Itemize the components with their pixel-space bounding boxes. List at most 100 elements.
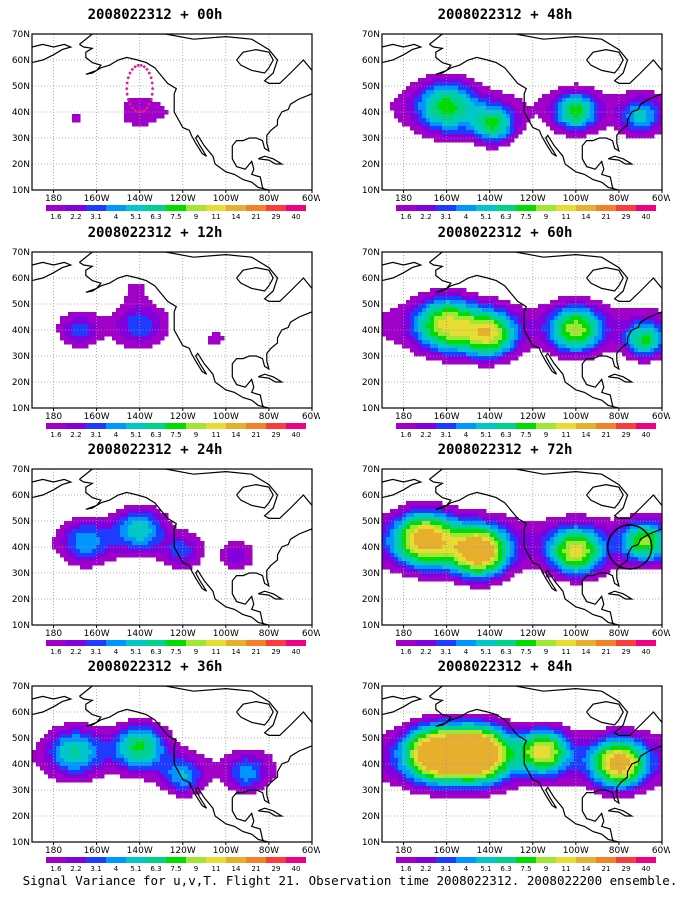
colorbar-swatch	[166, 640, 186, 646]
lat-tick-label: 50N	[362, 734, 380, 744]
panel-title: 2008022312 + 12h	[87, 225, 223, 241]
map-panel-72h: 2008022312 + 72h 180 160W 140W 120W 100W 80W 60…	[350, 441, 670, 656]
coastlines	[32, 34, 312, 190]
lat-tick-label: 30N	[12, 569, 30, 579]
lon-tick-label: 180	[45, 629, 62, 639]
lon-tick-label: 140W	[477, 412, 503, 422]
colorbar-swatch	[66, 205, 86, 211]
colorbar: 1.6 2.2 3.1 4 5.1 6.3 7.5 9 11 14 21 29 40	[396, 857, 656, 871]
lat-tick-label: 10N	[12, 621, 30, 631]
colorbar-swatch	[126, 857, 146, 863]
colorbar-label: 11	[562, 648, 571, 654]
coastlines	[382, 469, 662, 625]
colorbar-label: 2.2	[70, 431, 81, 437]
lon-tick-label: 120W	[170, 846, 196, 856]
colorbar-label: 40	[642, 213, 651, 219]
colorbar-swatch	[616, 640, 636, 646]
colorbar-label: 6.3	[500, 431, 511, 437]
lat-tick-label: 20N	[12, 812, 30, 822]
colorbar-swatch	[496, 205, 516, 211]
variance-map: 180 160W 140W 120W 100W 80W 60W 10N 20N 30N 40N 50N…	[12, 682, 320, 871]
colorbar-label: 29	[272, 431, 281, 437]
map-frame	[381, 33, 663, 191]
colorbar-swatch	[476, 205, 496, 211]
colorbar-swatch	[516, 423, 536, 429]
colorbar-swatch	[106, 205, 126, 211]
colorbar-label: 14	[582, 213, 591, 219]
lon-tick-label: 120W	[520, 629, 546, 639]
colorbar-label: 7.5	[520, 865, 531, 871]
graticule	[32, 34, 312, 190]
colorbar-label: 29	[272, 213, 281, 219]
colorbar-label: 4	[114, 431, 119, 437]
lat-tick-label: 20N	[12, 595, 30, 605]
colorbar-label: 11	[212, 213, 221, 219]
colorbar-swatch	[616, 205, 636, 211]
observation-points	[125, 63, 155, 114]
colorbar-swatch	[286, 640, 306, 646]
colorbar-swatch	[186, 640, 206, 646]
colorbar-label: 9	[544, 865, 548, 871]
colorbar-swatch	[536, 205, 556, 211]
lon-tick-label: 140W	[127, 412, 153, 422]
lon-tick-label: 60W	[302, 412, 320, 422]
lon-tick-label: 100W	[213, 629, 239, 639]
colorbar-label: 14	[582, 648, 591, 654]
colorbar-swatch	[616, 423, 636, 429]
colorbar: 1.6 2.2 3.1 4 5.1 6.3 7.5 9 11 14 21 29 40	[46, 640, 306, 654]
graticule	[382, 34, 662, 190]
colorbar-label: 3.1	[440, 213, 451, 219]
lat-tick-label: 40N	[12, 108, 30, 118]
panel-title: 2008022312 + 84h	[437, 659, 573, 675]
colorbar-swatch	[436, 205, 456, 211]
panel-title: 2008022312 + 72h	[437, 442, 573, 458]
map-panel-24h: 2008022312 + 24h 180 160W 140W 120W 100W 80W 60…	[0, 441, 320, 656]
lat-tick-label: 70N	[362, 682, 380, 692]
colorbar-swatch	[456, 857, 476, 863]
lon-tick-label: 60W	[302, 194, 320, 204]
colorbar-swatch	[396, 857, 416, 863]
colorbar-swatch	[266, 857, 286, 863]
highlight-circle	[606, 524, 653, 570]
colorbar-swatch	[86, 857, 106, 863]
variance-field	[382, 501, 662, 590]
colorbar-swatch	[66, 423, 86, 429]
colorbar-label: 11	[212, 431, 221, 437]
colorbar-label: 11	[212, 648, 221, 654]
colorbar-swatch	[86, 205, 106, 211]
colorbar-swatch	[226, 857, 246, 863]
colorbar-label: 40	[642, 865, 651, 871]
variance-map: 180 160W 140W 120W 100W 80W 60W 10N 20N 30N 40N 50N…	[362, 682, 670, 871]
colorbar-swatch	[166, 857, 186, 863]
lon-tick-label: 160W	[434, 194, 460, 204]
colorbar-label: 9	[194, 431, 198, 437]
lat-tick-label: 10N	[362, 621, 380, 631]
colorbar: 1.6 2.2 3.1 4 5.1 6.3 7.5 9 11 14 21 29 40	[46, 423, 306, 437]
colorbar-swatch	[596, 423, 616, 429]
colorbar-swatch	[416, 640, 436, 646]
colorbar-label: 2.2	[70, 648, 81, 654]
colorbar: 1.6 2.2 3.1 4 5.1 6.3 7.5 9 11 14 21 29 40	[396, 205, 656, 219]
colorbar-swatch	[146, 205, 166, 211]
colorbar-label: 4	[464, 431, 469, 437]
colorbar-swatch	[596, 857, 616, 863]
coastlines	[32, 252, 312, 408]
lat-tick-label: 60N	[362, 708, 380, 718]
colorbar-label: 7.5	[170, 431, 181, 437]
lon-tick-label: 120W	[520, 846, 546, 856]
colorbar-label: 5.1	[130, 865, 141, 871]
colorbar-swatch	[106, 640, 126, 646]
lon-tick-label: 120W	[520, 412, 546, 422]
colorbar-label: 11	[562, 865, 571, 871]
lon-tick-label: 160W	[84, 846, 110, 856]
panel-title: 2008022312 + 24h	[87, 442, 223, 458]
panel-title: 2008022312 + 60h	[437, 225, 573, 241]
map-panel-36h: 2008022312 + 36h 180 160W 140W 120W 100W 80W 60…	[0, 658, 320, 873]
colorbar-swatch	[286, 423, 306, 429]
colorbar-swatch	[206, 857, 226, 863]
colorbar-label: 7.5	[170, 865, 181, 871]
lat-tick-label: 70N	[12, 682, 30, 692]
map-frame	[381, 685, 663, 843]
colorbar-label: 9	[194, 213, 198, 219]
colorbar-swatch	[496, 640, 516, 646]
